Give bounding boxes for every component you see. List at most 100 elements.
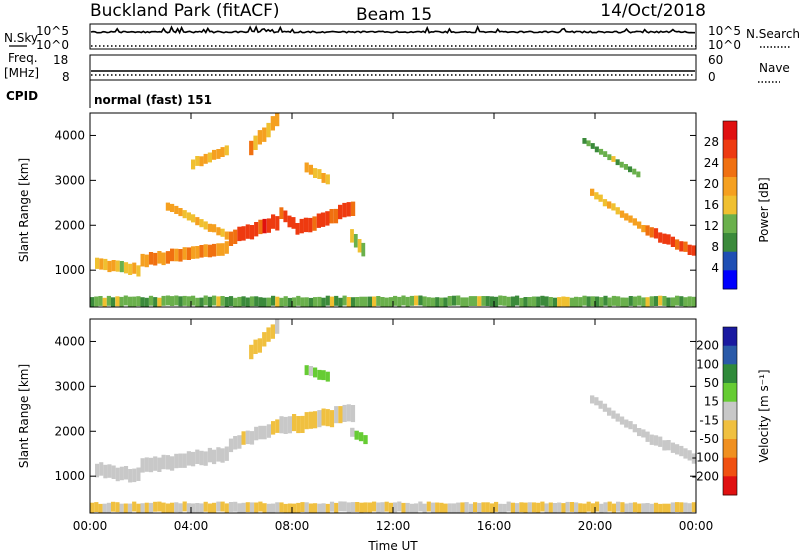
- echo-cell: [106, 502, 111, 513]
- echo-cell: [106, 295, 111, 306]
- echo-cell: [317, 369, 322, 380]
- echo-cell: [338, 501, 343, 512]
- echo-cell: [527, 502, 532, 513]
- echo-cell: [346, 404, 351, 422]
- echo-cell: [527, 297, 532, 307]
- echo-cell: [666, 234, 671, 245]
- echo-cell: [376, 296, 381, 306]
- echo-cell: [241, 431, 246, 445]
- power-panel: 1000 2000 3000 4000 Slant Range [km]: [17, 112, 697, 308]
- echo-cell: [178, 453, 183, 468]
- echo-cell: [262, 218, 267, 234]
- echo-cell: [300, 415, 305, 433]
- echo-cell: [590, 503, 595, 513]
- velocity-panel-frame: [89, 318, 697, 514]
- echo-cell: [607, 201, 612, 209]
- echo-cell: [502, 503, 507, 513]
- echo-cell: [557, 502, 562, 513]
- echo-cell: [161, 454, 166, 470]
- echo-cell: [182, 210, 187, 219]
- beam-title: Beam 15: [356, 5, 432, 25]
- echo-cell: [119, 296, 124, 307]
- echo-cell: [578, 503, 583, 513]
- colorbar-tick-label: 8: [711, 240, 719, 254]
- echo-cell: [506, 501, 511, 512]
- colorbar-tick-label: 20: [704, 177, 719, 191]
- echo-cell: [140, 253, 145, 267]
- echo-cell: [275, 502, 280, 513]
- echo-cell: [658, 436, 663, 447]
- echo-cell: [540, 501, 545, 512]
- echo-cell: [645, 503, 650, 513]
- velocity-data: [90, 319, 696, 513]
- echo-cell: [456, 295, 461, 306]
- echo-cell: [178, 503, 183, 513]
- echo-cell: [115, 296, 120, 307]
- echo-cell: [275, 419, 280, 433]
- echo-cell: [98, 503, 103, 513]
- echo-cell: [245, 224, 250, 239]
- echo-cell: [359, 502, 364, 513]
- echo-cell: [632, 502, 638, 513]
- colorbar-tick-label: 4: [711, 261, 719, 275]
- echo-cell: [359, 296, 364, 307]
- y-tick-label: 4000: [54, 128, 85, 142]
- echo-cell: [363, 435, 368, 445]
- echo-cell: [602, 403, 608, 412]
- echo-cell: [212, 224, 217, 233]
- echo-cell: [233, 501, 238, 512]
- noise-tick-left-top: 10^5: [36, 24, 69, 38]
- echo-cell: [119, 503, 124, 513]
- echo-cell: [317, 503, 322, 513]
- echo-cell: [384, 501, 389, 512]
- echo-cell: [443, 297, 448, 307]
- echo-cell: [619, 161, 624, 168]
- echo-cell: [287, 297, 292, 307]
- echo-cell: [283, 503, 288, 513]
- echo-cell: [531, 296, 537, 307]
- echo-cell: [582, 295, 587, 306]
- echo-cell: [489, 296, 494, 307]
- echo-cell: [148, 295, 154, 306]
- echo-cell: [574, 296, 579, 307]
- echo-cell: [157, 251, 162, 264]
- echo-cell: [124, 466, 129, 480]
- echo-cell: [401, 502, 406, 513]
- echo-cell: [361, 242, 366, 257]
- echo-cell: [451, 295, 457, 306]
- colorbar-tick-label: 15: [704, 395, 719, 409]
- noise-tick-right-bottom: 10^0: [708, 38, 741, 52]
- echo-cell: [99, 462, 104, 476]
- echo-cell: [195, 217, 200, 226]
- echo-cell: [653, 228, 659, 239]
- echo-cell: [363, 296, 368, 307]
- echo-cell: [372, 501, 377, 512]
- echo-cell: [641, 297, 646, 307]
- echo-cell: [357, 239, 362, 253]
- echo-cell: [321, 503, 326, 513]
- echo-cell: [195, 246, 200, 259]
- echo-cell: [435, 297, 440, 307]
- echo-cell: [224, 231, 229, 240]
- echo-cell: [262, 425, 267, 440]
- echo-cell: [355, 502, 360, 512]
- noise-panel: [89, 23, 697, 50]
- colorbar-swatch: [723, 327, 737, 347]
- echo-cell: [296, 295, 301, 306]
- echo-cell: [153, 252, 158, 266]
- echo-cell: [119, 466, 124, 481]
- echo-cell: [679, 241, 684, 252]
- echo-cell: [207, 223, 212, 232]
- echo-cell: [186, 247, 191, 260]
- echo-cell: [603, 151, 608, 157]
- colorbar-swatch: [723, 457, 737, 477]
- echo-cell: [157, 501, 162, 512]
- echo-cell: [165, 295, 170, 306]
- colorbar-swatch: [723, 383, 737, 403]
- x-tick-label: 04:00: [174, 519, 209, 533]
- echo-cell: [620, 297, 625, 307]
- colorbar-swatch: [723, 158, 737, 178]
- colorbar-tick-label: -15: [699, 413, 719, 427]
- echo-cell: [203, 244, 208, 257]
